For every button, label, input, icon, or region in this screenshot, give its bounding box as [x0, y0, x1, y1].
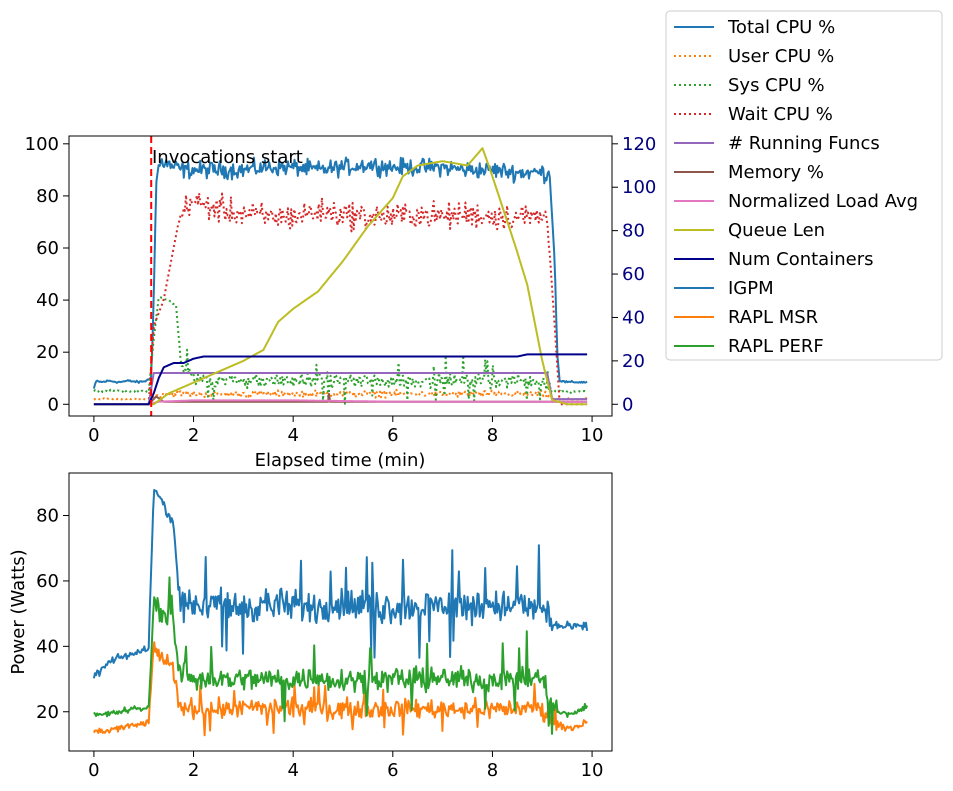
legend-label: Sys CPU % — [728, 75, 825, 96]
series-line-sys-cpu — [93, 296, 588, 405]
series-line-normalized-load-avg — [93, 399, 588, 406]
top-plot-frame — [68, 135, 613, 417]
y-tick-label: 80 — [36, 186, 59, 207]
x-tick-label: 2 — [188, 425, 199, 446]
x-tick-label: 0 — [88, 425, 99, 446]
y-tick-label: 20 — [36, 702, 59, 723]
x-tick-label: 2 — [188, 760, 199, 781]
legend-label: RAPL PERF — [728, 336, 824, 357]
bottom-plot-frame — [68, 472, 613, 752]
legend-label: Total CPU % — [727, 17, 835, 38]
y-tick-label: 80 — [36, 506, 59, 527]
series-line-wait-cpu — [93, 192, 588, 406]
legend-label: Memory % — [728, 162, 824, 183]
legend-frame — [665, 10, 943, 361]
y2-tick-label: 40 — [622, 307, 645, 328]
legend-label: Queue Len — [728, 220, 825, 241]
x-tick-label: 6 — [387, 425, 398, 446]
legend-label: RAPL MSR — [728, 307, 818, 328]
x-tick-label: 0 — [88, 760, 99, 781]
x-tick-label: 6 — [387, 760, 398, 781]
legend-label: # Running Funcs — [728, 133, 880, 154]
legend-label: IGPM — [728, 278, 774, 299]
y-tick-label: 60 — [36, 571, 59, 592]
legend-label: Normalized Load Avg — [728, 191, 918, 212]
y2-tick-label: 0 — [622, 394, 633, 415]
series-line-total-cpu — [92, 156, 588, 389]
x-tick-label: 4 — [287, 425, 298, 446]
top-plot: Invocations start 0 2 4 6 8 10 0 20 40 60 80 100 0… — [25, 134, 657, 471]
series-line-queue-len — [93, 147, 588, 406]
legend-label: Wait CPU % — [728, 104, 833, 125]
y-axis-label-power: Power (Watts) — [8, 549, 29, 674]
y-tick-label: 60 — [36, 238, 59, 259]
series-line-rapl-perf — [93, 576, 589, 735]
x-tick-label: 4 — [287, 760, 298, 781]
legend-label: Num Containers — [728, 249, 873, 270]
bottom-plot: 0 2 4 6 8 10 20 40 60 80 Power (Watts) — [8, 472, 613, 781]
x-tick-label: 10 — [581, 760, 604, 781]
legend-label: User CPU % — [728, 46, 834, 67]
x-axis-label: Elapsed time (min) — [255, 450, 426, 471]
x-tick-label: 8 — [487, 425, 498, 446]
y2-tick-label: 100 — [622, 177, 656, 198]
series-line-num-containers — [93, 353, 588, 406]
y-tick-label: 20 — [36, 342, 59, 363]
y-tick-label: 100 — [25, 134, 59, 155]
y2-tick-label: 60 — [622, 264, 645, 285]
y2-tick-label: 20 — [622, 351, 645, 372]
y-tick-label: 40 — [36, 290, 59, 311]
y-tick-label: 40 — [36, 636, 59, 657]
y2-tick-label: 120 — [622, 134, 656, 155]
series-line-igpm — [92, 488, 589, 679]
series-line-rapl-msr — [93, 641, 588, 737]
series-line-running-funcs — [93, 372, 588, 406]
y-tick-label: 0 — [48, 394, 59, 415]
legend: Total CPU % User CPU % Sys CPU % Wait CPU %… — [665, 10, 943, 361]
y2-tick-label: 80 — [622, 221, 645, 242]
series-line-user-cpu — [93, 388, 588, 402]
x-tick-label: 8 — [487, 760, 498, 781]
x-tick-label: 10 — [581, 425, 604, 446]
invocations-start-label: Invocations start — [152, 147, 303, 168]
